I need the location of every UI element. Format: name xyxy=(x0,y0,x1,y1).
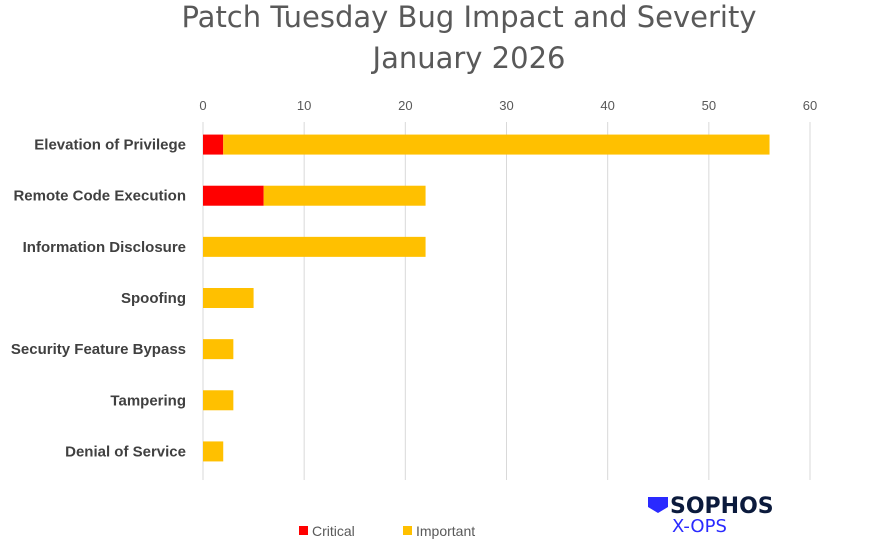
logo-text-xops: X-OPS xyxy=(672,516,727,537)
category-label: Security Feature Bypass xyxy=(11,341,186,358)
x-tick-label: 30 xyxy=(499,98,513,113)
x-tick-label: 60 xyxy=(803,98,817,113)
bar-important xyxy=(203,390,234,411)
bar-important xyxy=(223,134,770,155)
logo-text-sophos: SOPHOS xyxy=(670,494,774,519)
category-label: Denial of Service xyxy=(65,443,186,460)
bar-important xyxy=(203,236,426,257)
sophos-xops-logo: SOPHOS X-OPS xyxy=(648,494,774,537)
x-tick-label: 20 xyxy=(398,98,412,113)
bar-critical xyxy=(203,185,264,206)
x-tick-label: 10 xyxy=(297,98,311,113)
bar-critical xyxy=(203,134,224,155)
bar-important xyxy=(203,288,254,308)
legend-label: Critical xyxy=(312,523,355,539)
category-label: Information Disclosure xyxy=(23,239,186,256)
chart-title-line-2: January 2026 xyxy=(371,41,566,75)
bar-important xyxy=(203,339,234,360)
x-tick-label: 50 xyxy=(702,98,716,113)
legend-swatch-important xyxy=(403,526,412,535)
legend-label: Important xyxy=(416,523,475,539)
category-label: Remote Code Execution xyxy=(13,188,186,205)
x-tick-label: 0 xyxy=(199,98,206,113)
category-label: Tampering xyxy=(110,392,186,409)
legend-swatch-critical xyxy=(299,526,308,535)
sophos-shield-icon xyxy=(648,497,668,513)
chart-title-line-1: Patch Tuesday Bug Impact and Severity xyxy=(181,0,756,34)
bar-important xyxy=(203,441,224,462)
category-label: Spoofing xyxy=(121,290,186,307)
bar-important xyxy=(263,185,426,206)
category-label: Elevation of Privilege xyxy=(34,137,186,154)
x-tick-label: 40 xyxy=(600,98,614,113)
